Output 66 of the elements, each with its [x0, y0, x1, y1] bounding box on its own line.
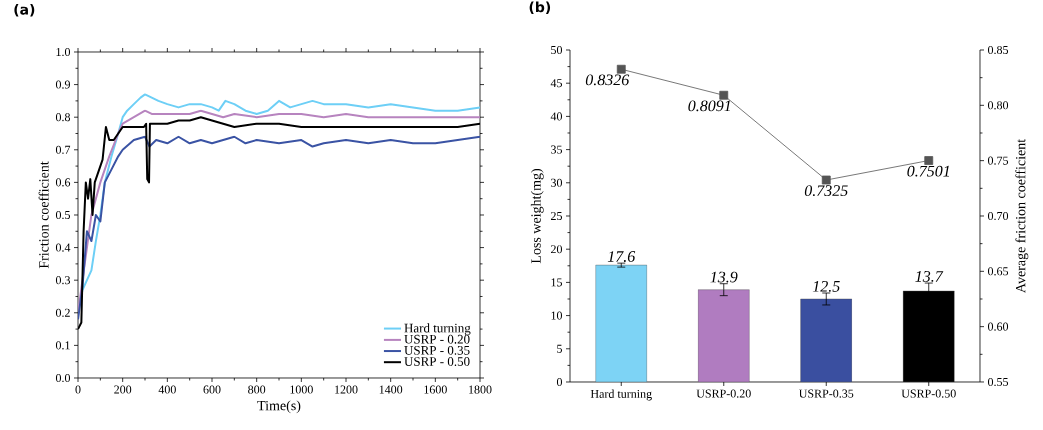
y-tick-label: 0.0 [55, 373, 71, 383]
y2-tick-label: 0.65 [987, 267, 1009, 276]
point [924, 156, 934, 165]
y-tick-label: 0.7 [55, 145, 71, 154]
x-tick-label: 0 [75, 385, 81, 394]
x-tick-label: USRP-0.35 [799, 389, 854, 398]
data-label: 0.8091 [688, 100, 731, 112]
y-tick-label: 0.6 [55, 178, 71, 187]
y-tick-label: 0.2 [55, 308, 70, 317]
y-tick-label: 0.3 [55, 276, 71, 285]
y-tick-label: 0.5 [55, 210, 71, 220]
data-label: 12.5 [812, 281, 840, 292]
y2-tick-label: 0.75 [987, 156, 1009, 165]
y-tick-label: 0 [556, 377, 563, 387]
point [821, 175, 831, 185]
y-tick-label: 40 [550, 112, 563, 121]
chart-title: (a) [14, 3, 35, 17]
bar [697, 289, 750, 382]
y-tick-label: 20 [551, 245, 563, 254]
x-axis-title: Time(s) [257, 400, 301, 414]
y2-tick-label: 0.70 [987, 211, 1009, 221]
x-tick-label: USRP-0.20 [696, 389, 751, 398]
y-axis-title: Loss weight(mg) [530, 168, 544, 264]
x-tick-label: 1800 [469, 385, 492, 394]
y-tick-label: 10 [551, 311, 563, 320]
x-tick-label: 1600 [424, 385, 447, 394]
y-tick-label: 45 [550, 79, 563, 88]
data-label: 0.7325 [804, 185, 848, 197]
bar [800, 298, 853, 382]
chart-title: (b) [529, 1, 551, 14]
x-tick-label: 800 [248, 385, 266, 394]
x-tick-label: 600 [203, 385, 221, 394]
y2-tick-label: 0.80 [987, 101, 1009, 110]
data-label: 0.8326 [585, 74, 630, 86]
point [719, 90, 729, 100]
y2-tick-label: 0.85 [987, 45, 1009, 55]
y2-tick-label: 0.55 [987, 377, 1009, 387]
y-tick-label: 5 [557, 344, 563, 353]
y-tick-label: 0.1 [55, 341, 70, 350]
y-tick-label: 15 [551, 278, 563, 287]
y2-tick-label: 0.60 [987, 322, 1009, 331]
x-tick-label: 400 [158, 385, 176, 394]
y-tick-label: 0.9 [55, 80, 70, 89]
y-tick-label: 30 [551, 178, 563, 187]
x-tick-label: 1400 [379, 385, 403, 394]
data-label: 13.9 [710, 271, 738, 283]
y-tick-label: 25 [551, 211, 563, 221]
data-label: 13.7 [915, 271, 944, 282]
y-tick-label: 0.4 [55, 243, 71, 252]
y-tick-label: 50 [551, 45, 563, 55]
x-tick-label: USRP-0.50 [901, 389, 956, 398]
y-tick-label: 1.0 [56, 47, 71, 57]
point [616, 64, 626, 74]
x-tick-label: 1200 [335, 385, 358, 394]
legend-label: USRP - 0.20 [404, 334, 470, 344]
y-tick-label: 35 [551, 145, 563, 154]
y2-axis-title: Average friction coefficient [1015, 138, 1029, 293]
x-tick-label: 200 [114, 385, 132, 394]
data-label: 17.6 [607, 251, 636, 262]
data-label: 0.7501 [907, 165, 950, 177]
y-tick-label: 0.8 [55, 113, 71, 122]
legend-label: USRP - 0.50 [404, 357, 470, 366]
x-tick-label: Hard turning [590, 389, 652, 401]
y-axis-title: Friction coefficient [38, 161, 49, 269]
x-tick-label: 1000 [290, 385, 313, 394]
legend-label: USRP - 0.35 [404, 345, 470, 355]
